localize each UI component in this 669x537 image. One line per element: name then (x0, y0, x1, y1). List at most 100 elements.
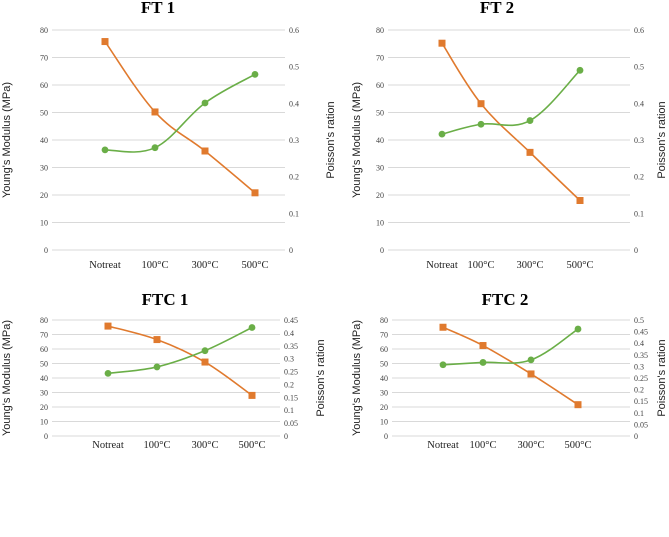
left-tick-label: 30 (380, 389, 388, 398)
left-tick-label: 60 (40, 81, 48, 90)
right-tick-label: 0.35 (284, 342, 298, 351)
right-tick-label: 0.4 (634, 99, 644, 108)
left-tick-label: 30 (40, 389, 48, 398)
right-tick-label: 0 (284, 432, 288, 441)
poissons-ratio-point (153, 363, 161, 371)
poissons-ratio-point (439, 361, 447, 369)
youngs-modulus-line (104, 41, 256, 194)
left-tick-label: 60 (380, 345, 388, 354)
poissons-ratio-point (104, 369, 112, 377)
poissons-ratio-point (151, 144, 159, 152)
left-tick-label: 50 (376, 109, 384, 118)
right-tick-label: 0.15 (284, 393, 298, 402)
poissons-ratio-line (104, 73, 256, 153)
poissons-ratio-point (479, 359, 487, 366)
x-tick-label: Notreat (92, 440, 124, 451)
chart-panel-1: FT 1 0 10 20 30 40 50 60 70 80 0 0.1 0.2 0.3 0.4 0.5 0.6… (1, 0, 337, 271)
left-tick-label: 80 (380, 316, 388, 325)
poissons-ratio-point (251, 70, 259, 78)
youngs-modulus-point (201, 358, 209, 366)
chart-panel-4: FTC 2 0 10 20 30 40 50 60 70 80 0 0.05 0.1 0.15 0.2 0.2… (351, 290, 668, 451)
chart-title: FT 2 (480, 0, 514, 17)
left-tick-label: 20 (380, 403, 388, 412)
left-tick-label: 80 (40, 26, 48, 35)
x-tick-label: 500°C (567, 260, 594, 271)
x-tick-label: 300°C (192, 440, 219, 451)
y-axis-label-right: Poisson's ration (656, 339, 668, 416)
right-tick-label: 0.4 (634, 339, 644, 348)
right-tick-label: 0.3 (289, 136, 299, 145)
right-tick-label: 0.45 (284, 316, 298, 325)
left-tick-label: 50 (380, 360, 388, 369)
youngs-modulus-point (251, 189, 259, 197)
right-tick-label: 0 (634, 432, 638, 441)
x-tick-label: 100°C (470, 440, 497, 451)
poissons-ratio-point (574, 325, 582, 333)
poissons-ratio-line (107, 326, 253, 375)
youngs-modulus-point (526, 148, 534, 156)
y-axis-label-left: Young's Modulus (MPa) (1, 320, 13, 436)
youngs-modulus-line (442, 326, 579, 406)
poissons-ratio-point (101, 146, 109, 154)
right-tick-label: 0.1 (289, 209, 299, 218)
y-axis-label-right: Poisson's ration (315, 339, 327, 416)
x-tick-label: Notreat (427, 440, 459, 451)
youngs-modulus-point (151, 108, 159, 116)
youngs-modulus-point (438, 39, 446, 47)
left-tick-label: 50 (40, 360, 48, 369)
left-tick-label: 40 (40, 136, 48, 145)
left-tick-label: 20 (40, 403, 48, 412)
x-tick-label: Notreat (426, 260, 458, 271)
left-tick-label: 0 (380, 246, 384, 255)
left-tick-label: 70 (40, 54, 48, 63)
poissons-ratio-point (201, 99, 209, 107)
youngs-modulus-point (477, 100, 485, 108)
right-tick-label: 0 (289, 246, 293, 255)
poissons-ratio-point (526, 117, 534, 124)
left-tick-label: 0 (384, 432, 388, 441)
right-tick-label: 0.35 (634, 351, 648, 360)
right-tick-label: 0.4 (289, 99, 299, 108)
left-tick-label: 80 (376, 26, 384, 35)
left-tick-label: 60 (40, 345, 48, 354)
x-tick-label: 300°C (517, 260, 544, 271)
chart-panel-2: FT 2 0 10 20 30 40 50 60 70 80 0 0.1 0.2 0.3 0.4 0.5 0.6… (351, 0, 668, 271)
poissons-ratio-point (201, 347, 209, 355)
youngs-modulus-point (201, 147, 209, 155)
x-tick-label: 100°C (468, 260, 495, 271)
left-tick-label: 30 (376, 164, 384, 173)
left-tick-label: 70 (380, 331, 388, 340)
right-tick-label: 0.45 (634, 328, 648, 337)
left-tick-label: 40 (40, 374, 48, 383)
left-tick-label: 20 (40, 191, 48, 200)
youngs-modulus-line (441, 42, 581, 202)
right-tick-label: 0.2 (634, 386, 644, 395)
y-axis-label-right: Poisson's ration (325, 101, 337, 178)
right-tick-label: 0.5 (634, 316, 644, 325)
right-tick-label: 0.2 (284, 380, 294, 389)
y-axis-label-right: Poisson's ration (656, 101, 668, 178)
youngs-modulus-point (248, 391, 256, 399)
x-tick-label: 500°C (242, 260, 269, 271)
left-tick-label: 10 (40, 418, 48, 427)
left-tick-label: 0 (44, 246, 48, 255)
poissons-ratio-point (527, 356, 535, 364)
youngs-modulus-point (153, 336, 161, 344)
chart-title: FTC 2 (482, 290, 529, 309)
poissons-ratio-line (441, 69, 581, 135)
right-tick-label: 0.5 (289, 63, 299, 72)
left-tick-label: 40 (376, 136, 384, 145)
youngs-modulus-point (101, 38, 109, 46)
right-tick-label: 0.3 (634, 362, 644, 371)
youngs-modulus-line (107, 325, 253, 397)
left-tick-label: 60 (376, 81, 384, 90)
right-tick-label: 0 (634, 246, 638, 255)
left-tick-label: 10 (40, 219, 48, 228)
right-tick-label: 0.3 (284, 355, 294, 364)
poissons-ratio-point (576, 66, 584, 74)
right-tick-label: 0.05 (284, 419, 298, 428)
youngs-modulus-point (104, 322, 112, 330)
right-tick-label: 0.3 (634, 136, 644, 145)
y-axis-label-left: Young's Modulus (MPa) (351, 320, 363, 436)
